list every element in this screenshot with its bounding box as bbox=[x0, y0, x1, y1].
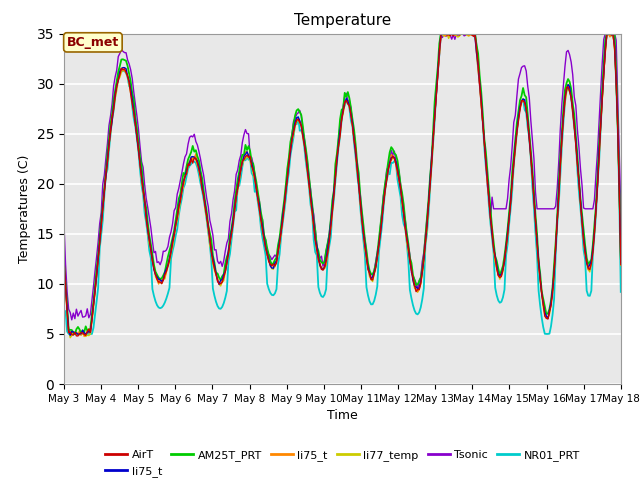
Y-axis label: Temperatures (C): Temperatures (C) bbox=[18, 155, 31, 263]
Title: Temperature: Temperature bbox=[294, 13, 391, 28]
Text: BC_met: BC_met bbox=[67, 36, 119, 49]
X-axis label: Time: Time bbox=[327, 409, 358, 422]
Legend: AirT, li75_t, AM25T_PRT, li75_t, li77_temp, Tsonic, NR01_PRT: AirT, li75_t, AM25T_PRT, li75_t, li77_te… bbox=[100, 445, 584, 480]
